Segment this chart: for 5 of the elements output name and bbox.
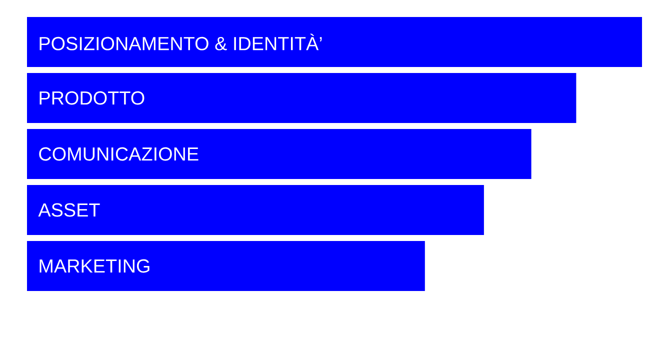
y-tick-label: POSIZIONAMENTO & IDENTITÀ’ [40,34,322,50]
y-tick-label: PRODOTTO [40,91,144,105]
y-tick-label: ASSET [38,203,100,217]
y-tick-label: COMUNICAZIONE [39,147,198,161]
y-tick-label: MARKETING [40,259,150,273]
